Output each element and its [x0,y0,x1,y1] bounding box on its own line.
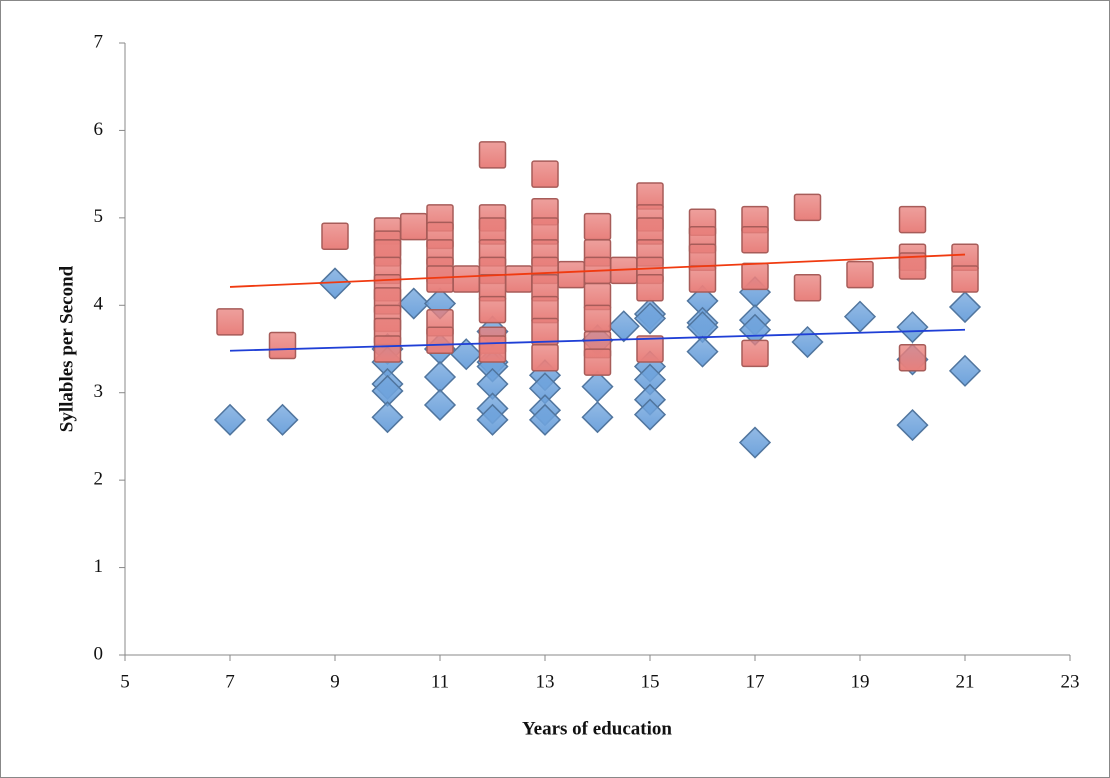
data-point [371,401,404,434]
data-point [896,409,929,442]
data-point [531,160,559,188]
x-tick-label: 17 [746,671,765,692]
data-point [896,311,929,344]
data-point [505,265,533,293]
data-point [452,265,480,293]
data-point [843,300,877,333]
data-point [738,426,772,459]
data-point [793,274,822,302]
trendline [229,328,966,352]
data-point [426,326,454,355]
x-tick-label: 19 [851,671,870,692]
data-point [898,252,927,280]
data-point [397,287,430,320]
data-point [636,335,664,363]
data-point [318,267,352,300]
data-point [423,388,457,422]
data-point [583,212,612,241]
data-point [846,260,874,289]
data-point [478,335,507,363]
y-tick-label: 6 [94,119,104,140]
data-point [476,403,509,436]
data-point [633,302,667,335]
data-point [478,141,507,169]
x-tick-label: 7 [225,671,235,692]
y-tick-label: 4 [94,294,104,315]
data-point [581,401,614,434]
data-point [688,265,717,293]
data-point [321,222,349,250]
data-point [450,338,483,371]
y-tick-label: 2 [94,469,104,490]
x-tick-label: 11 [431,671,449,692]
y-tick-label: 7 [94,31,104,52]
data-point [426,265,454,293]
data-point [633,398,667,431]
data-point [213,403,247,436]
x-tick-label: 13 [536,671,555,692]
data-point [583,348,612,376]
data-point [266,403,299,436]
data-point [268,331,297,360]
y-tick-label: 3 [94,381,104,402]
data-point [216,308,244,336]
data-point [557,260,585,289]
x-tick-label: 5 [120,671,130,692]
x-tick-label: 15 [641,671,660,692]
x-tick-label: 23 [1061,671,1080,692]
y-tick-label: 0 [94,643,104,664]
data-point [686,335,719,368]
data-point [583,304,612,333]
y-tick-label: 5 [94,206,104,227]
trendline [229,253,966,288]
data-point [528,403,562,436]
data-point [948,354,982,387]
data-point [793,193,822,222]
x-tick-label: 9 [330,671,340,692]
x-tick-label: 21 [956,671,975,692]
data-point [478,295,507,324]
data-point [741,339,769,368]
data-point [948,290,982,324]
data-point [400,212,428,241]
data-point [531,343,559,372]
y-tick-label: 1 [94,556,104,577]
data-point [636,274,664,302]
y-axis-label: Syllables per Second [56,265,77,432]
data-point [898,205,927,234]
data-point [898,343,927,372]
data-point [607,310,640,343]
data-point [373,335,402,363]
data-point [951,265,979,293]
data-point [741,262,769,291]
data-point [741,225,769,254]
x-axis-label: Years of education [522,718,672,739]
